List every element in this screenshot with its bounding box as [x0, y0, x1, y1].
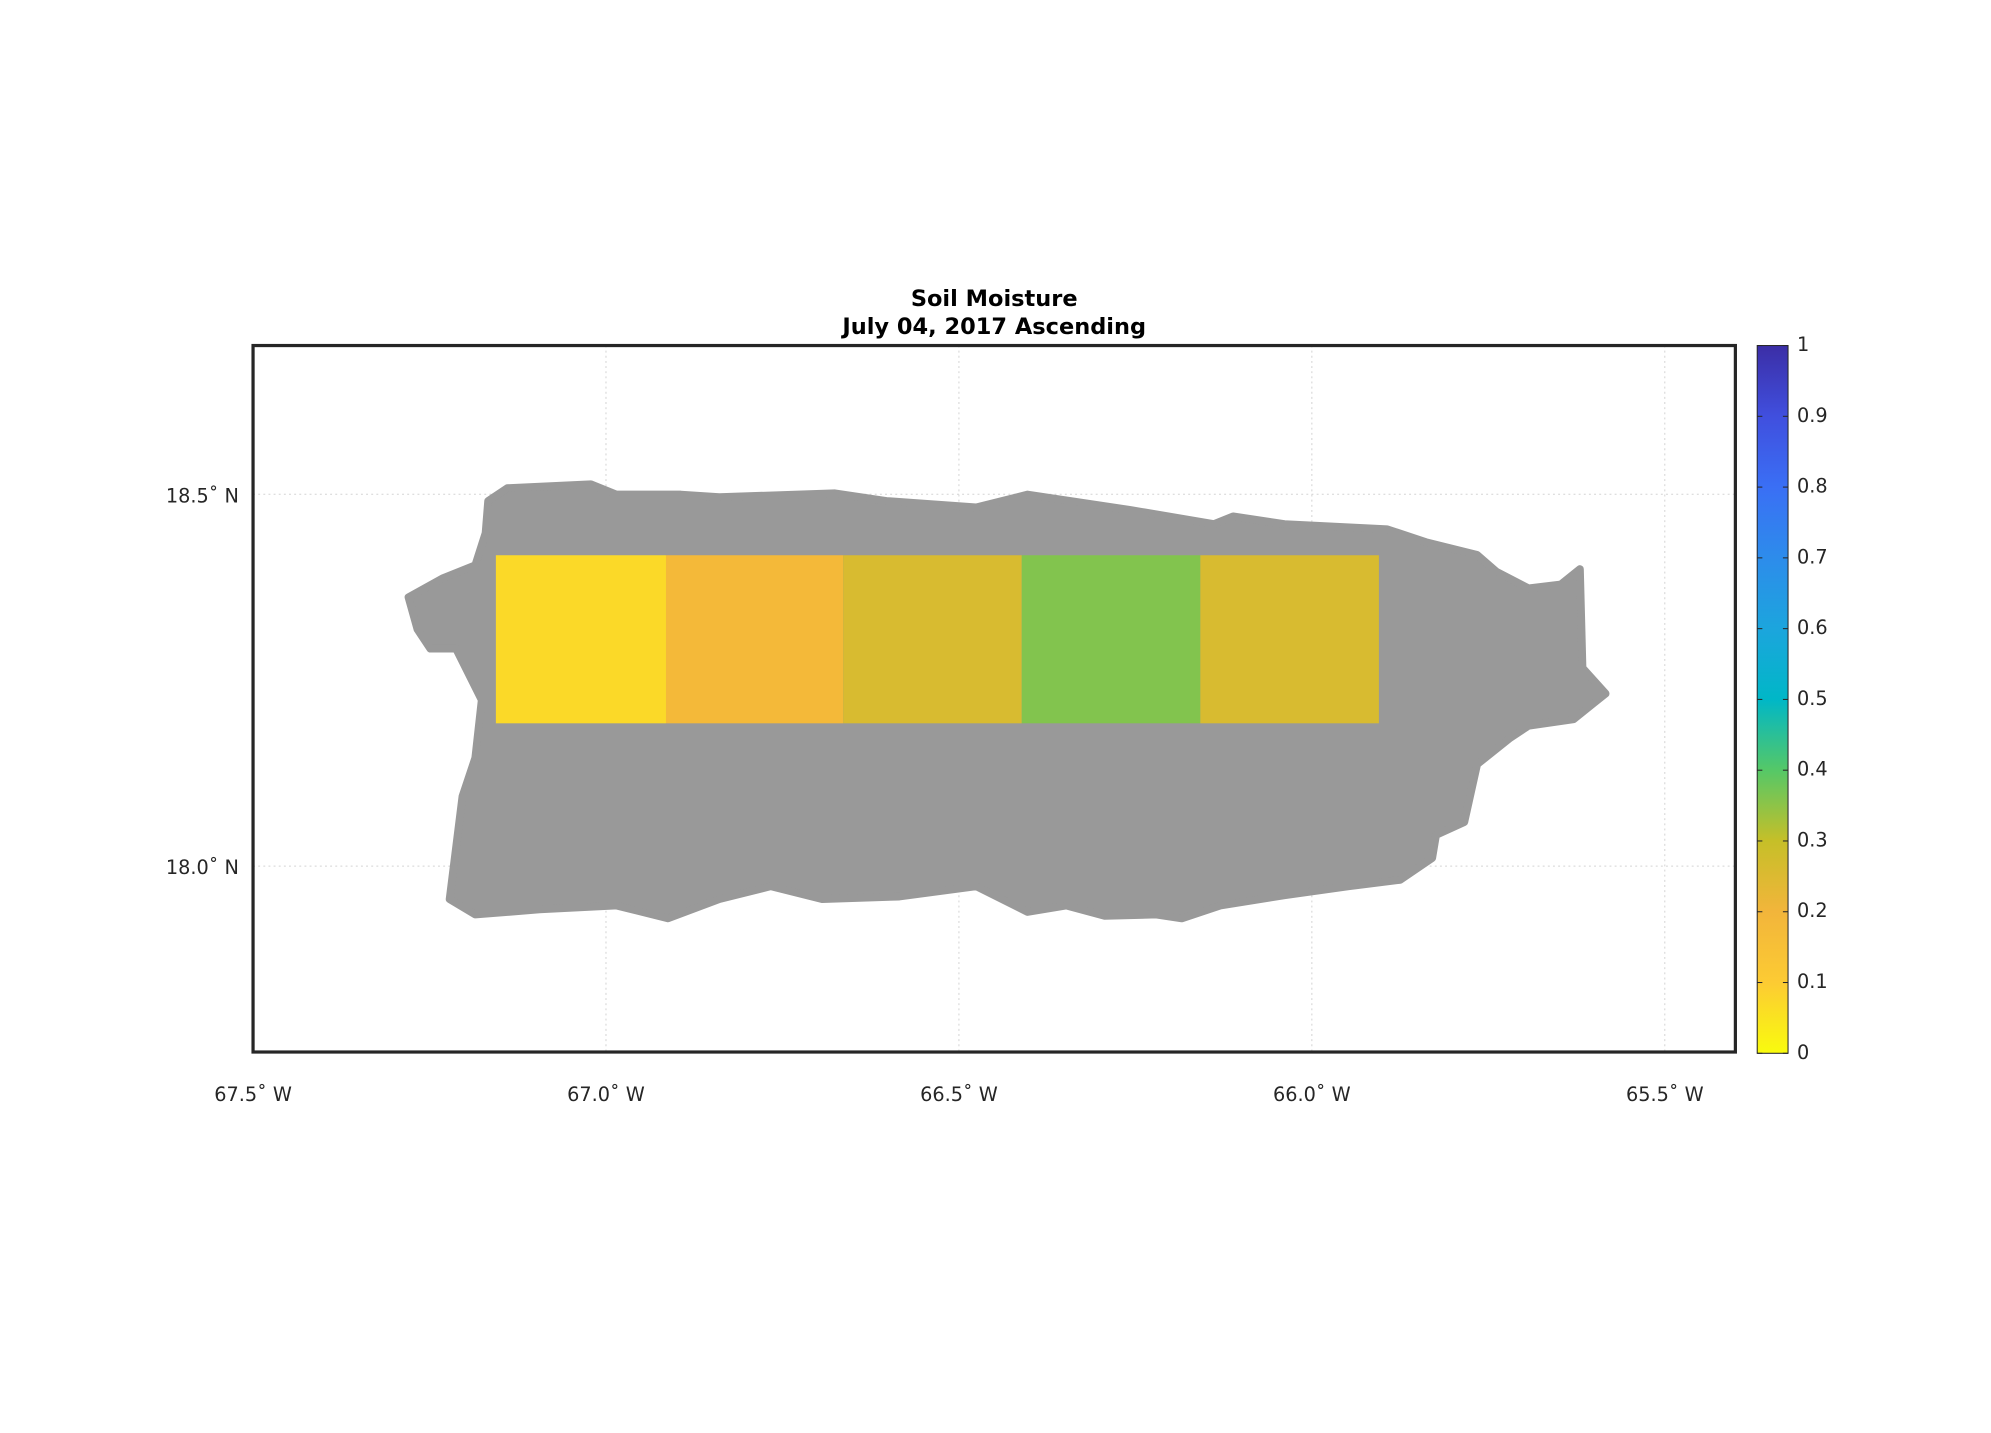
colorbar-tick-label: 1	[1797, 333, 1809, 356]
colorbar-tick-label: 0.6	[1797, 616, 1828, 639]
plot-frame	[251, 343, 1737, 1054]
y-tick-label: 18.5˚ N	[166, 484, 239, 507]
colorbar-tick-label: 0.5	[1797, 687, 1828, 710]
x-tick-label: 67.5˚ W	[214, 1083, 292, 1106]
y-tick-label: 18.0˚ N	[166, 856, 239, 879]
colorbar-tick-label: 0	[1797, 1041, 1809, 1064]
colorbar-tick-label: 0.7	[1797, 545, 1828, 568]
x-tick-label: 66.0˚ W	[1273, 1083, 1351, 1106]
soil-moisture-cell	[665, 555, 844, 724]
chart-subtitle: July 04, 2017 Ascending	[840, 314, 1146, 340]
x-tick-label: 67.0˚ W	[567, 1083, 645, 1106]
soil-moisture-cell	[1200, 555, 1379, 724]
colorbar-tick-label: 0.9	[1797, 404, 1828, 427]
colorbar-tick-label: 0.4	[1797, 758, 1828, 781]
x-tick-label: 65.5˚ W	[1626, 1083, 1704, 1106]
colorbar-tick-label: 0.2	[1797, 899, 1828, 922]
x-tick-label: 66.5˚ W	[920, 1083, 998, 1106]
colorbar-tick-label: 0.1	[1797, 970, 1828, 993]
chart-title: Soil Moisture	[911, 286, 1078, 312]
colorbar-tick-label: 0.3	[1797, 828, 1828, 851]
soil-moisture-cell	[843, 555, 1022, 724]
soil-moisture-cell	[495, 555, 666, 724]
colorbar-tick-label: 0.8	[1797, 475, 1828, 498]
soil-moisture-cell	[1021, 555, 1201, 724]
